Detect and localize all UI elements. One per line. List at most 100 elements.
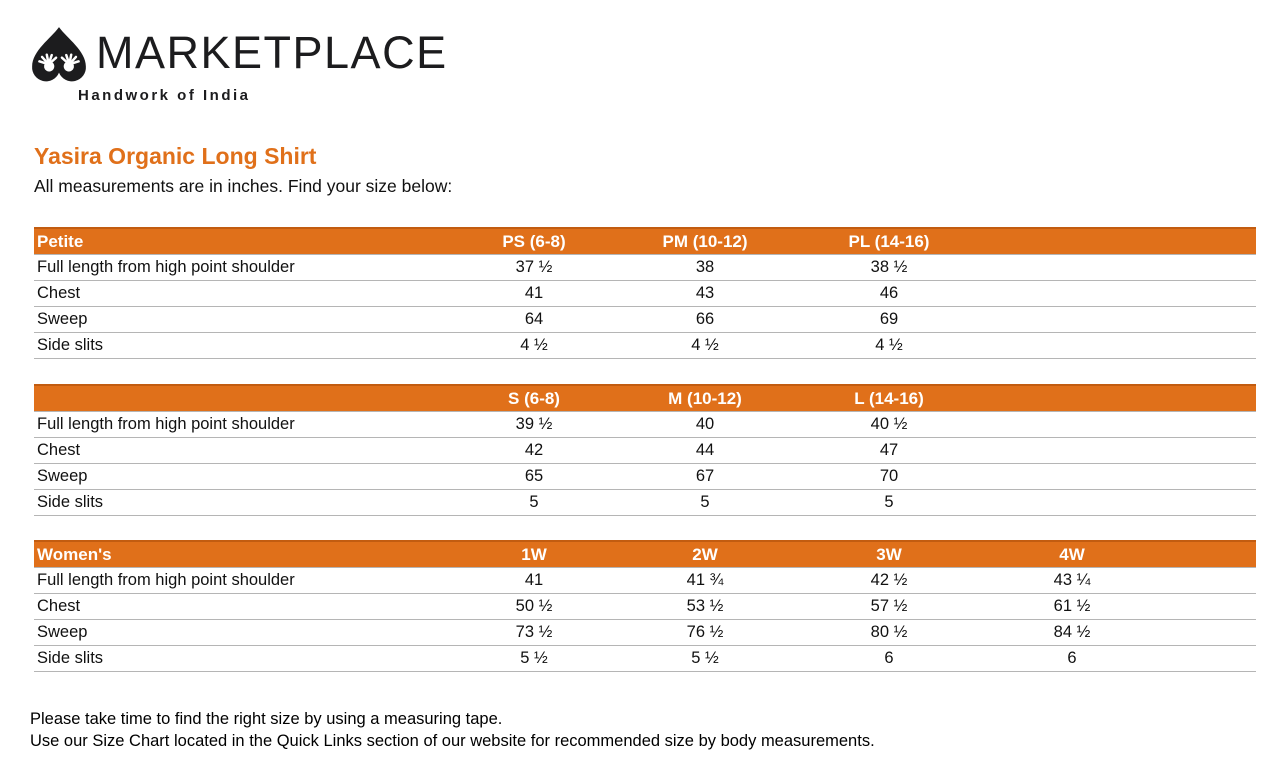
row-filler [987, 463, 1256, 490]
row-filler [987, 489, 1256, 516]
row-label: Sweep [34, 463, 449, 490]
row-label: Side slits [34, 332, 449, 359]
cell-value: 41 ¾ [619, 567, 791, 594]
cell-value: 66 [619, 306, 791, 333]
cell-value: 43 [619, 280, 791, 307]
column-header: 3W [791, 540, 987, 568]
row-filler [1157, 593, 1256, 620]
table-row: Sweep 65 67 70 [34, 463, 1256, 490]
column-header: M (10-12) [619, 384, 791, 412]
row-filler [987, 332, 1256, 359]
cell-value: 4 ½ [449, 332, 619, 359]
cell-value: 47 [791, 437, 987, 464]
column-header: 1W [449, 540, 619, 568]
cell-value: 42 [449, 437, 619, 464]
cell-value: 69 [791, 306, 987, 333]
cell-value: 38 ½ [791, 254, 987, 281]
row-label: Full length from high point shoulder [34, 254, 449, 281]
marketplace-leaf-hands-icon [28, 24, 90, 91]
column-header: PL (14-16) [791, 227, 987, 255]
table-row: Side slits 5 5 5 [34, 489, 1256, 516]
row-label: Side slits [34, 489, 449, 516]
size-table-regular: S (6-8) M (10-12) L (14-16) Full length fro… [34, 384, 1256, 516]
cell-value: 46 [791, 280, 987, 307]
row-label: Chest [34, 593, 449, 620]
column-header: L (14-16) [791, 384, 987, 412]
size-table-petite: Petite PS (6-8) PM (10-12) PL (14-16) Full l… [34, 227, 1256, 359]
size-table-womens: Women's 1W 2W 3W 4W Full length from high poi… [34, 540, 1256, 672]
column-header: PM (10-12) [619, 227, 791, 255]
table-row: Chest 50 ½ 53 ½ 57 ½ 61 ½ [34, 593, 1256, 620]
brand-logo: MARKETPLACE Handwork of India [28, 24, 448, 104]
table-title: Petite [34, 227, 449, 255]
cell-value: 4 ½ [619, 332, 791, 359]
brand-tagline: Handwork of India [78, 87, 251, 104]
footer-line-1: Please take time to find the right size … [30, 710, 503, 728]
row-filler [987, 411, 1256, 438]
table-row: Sweep 64 66 69 [34, 306, 1256, 333]
cell-value: 38 [619, 254, 791, 281]
table-header-row: Petite PS (6-8) PM (10-12) PL (14-16) [34, 227, 1256, 255]
cell-value: 73 ½ [449, 619, 619, 646]
cell-value: 80 ½ [791, 619, 987, 646]
cell-value: 43 ¼ [987, 567, 1157, 594]
cell-value: 42 ½ [791, 567, 987, 594]
row-filler [1157, 619, 1256, 646]
header-filler [987, 227, 1256, 255]
cell-value: 40 [619, 411, 791, 438]
cell-value: 50 ½ [449, 593, 619, 620]
column-header: PS (6-8) [449, 227, 619, 255]
cell-value: 67 [619, 463, 791, 490]
cell-value: 64 [449, 306, 619, 333]
cell-value: 41 [449, 280, 619, 307]
row-filler [987, 280, 1256, 307]
row-label: Sweep [34, 619, 449, 646]
cell-value: 39 ½ [449, 411, 619, 438]
table-row: Chest 41 43 46 [34, 280, 1256, 307]
table-header-row: S (6-8) M (10-12) L (14-16) [34, 384, 1256, 412]
row-label: Full length from high point shoulder [34, 411, 449, 438]
cell-value: 5 [449, 489, 619, 516]
table-title: Women's [34, 540, 449, 568]
column-header: 2W [619, 540, 791, 568]
row-filler [987, 254, 1256, 281]
row-label: Full length from high point shoulder [34, 567, 449, 594]
table-row: Sweep 73 ½ 76 ½ 80 ½ 84 ½ [34, 619, 1256, 646]
cell-value: 6 [791, 645, 987, 672]
cell-value: 6 [987, 645, 1157, 672]
cell-value: 5 [619, 489, 791, 516]
row-filler [987, 437, 1256, 464]
row-label: Side slits [34, 645, 449, 672]
footer-line-2: Use our Size Chart located in the Quick … [30, 732, 875, 750]
cell-value: 41 [449, 567, 619, 594]
size-table-petite: Petite PS (6-8) PM (10-12) PL (14-16) Full l… [34, 227, 1256, 359]
cell-value: 5 ½ [619, 645, 791, 672]
cell-value: 5 ½ [449, 645, 619, 672]
cell-value: 61 ½ [987, 593, 1157, 620]
sizing-help-text: Please take time to find the right size … [30, 708, 875, 752]
row-filler [987, 306, 1256, 333]
row-filler [1157, 645, 1256, 672]
product-title: Yasira Organic Long Shirt [34, 143, 317, 169]
column-header: 4W [987, 540, 1157, 568]
cell-value: 65 [449, 463, 619, 490]
cell-value: 53 ½ [619, 593, 791, 620]
header-filler [987, 384, 1256, 412]
table-header-row: Women's 1W 2W 3W 4W [34, 540, 1256, 568]
cell-value: 5 [791, 489, 987, 516]
cell-value: 37 ½ [449, 254, 619, 281]
table-row: Full length from high point shoulder 41 41… [34, 567, 1256, 594]
cell-value: 44 [619, 437, 791, 464]
row-label: Chest [34, 280, 449, 307]
column-header: S (6-8) [449, 384, 619, 412]
size-table-regular: S (6-8) M (10-12) L (14-16) Full length fro… [34, 384, 1256, 516]
row-filler [1157, 567, 1256, 594]
measurement-note: All measurements are in inches. Find you… [34, 176, 453, 196]
table-row: Full length from high point shoulder 39 ½… [34, 411, 1256, 438]
brand-wordmark: MARKETPLACE [96, 27, 448, 78]
table-row: Full length from high point shoulder 37 ½… [34, 254, 1256, 281]
cell-value: 40 ½ [791, 411, 987, 438]
